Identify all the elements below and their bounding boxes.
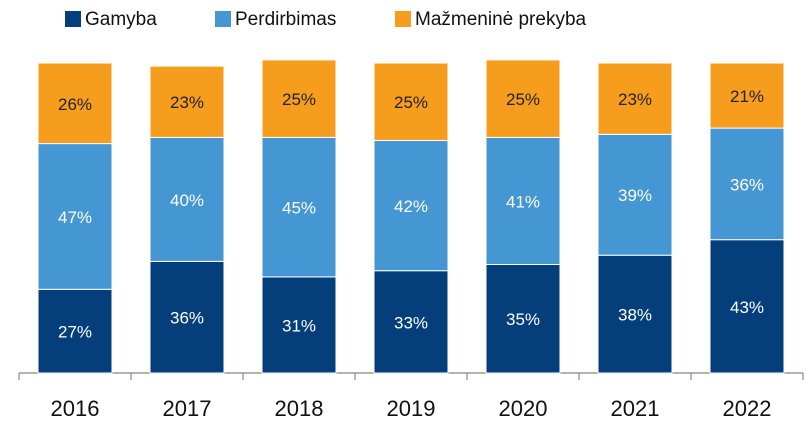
bar-segment: [597, 62, 673, 135]
value-label: 43%: [730, 298, 764, 317]
value-label: 21%: [730, 87, 764, 106]
legend-swatch: [215, 11, 231, 27]
legend-swatch: [395, 11, 411, 27]
value-label: 27%: [58, 323, 92, 342]
bar-segment: [37, 62, 113, 145]
bar-segment: [261, 59, 337, 138]
x-tick-label: 2017: [163, 396, 212, 421]
x-tick-label: 2020: [499, 396, 548, 421]
bar-segment: [709, 239, 785, 374]
value-label: 23%: [170, 93, 204, 112]
bar-segment: [37, 143, 113, 290]
bar-segment: [149, 260, 225, 374]
bar-segment: [597, 133, 673, 256]
value-label: 25%: [394, 93, 428, 112]
bar-segment: [485, 136, 561, 265]
bar-segment: [709, 62, 785, 129]
x-tick-label: 2022: [723, 396, 772, 421]
value-label: 35%: [506, 310, 540, 329]
bar-segment: [709, 127, 785, 241]
value-label: 38%: [618, 306, 652, 325]
bar-segment: [373, 270, 449, 374]
value-label: 36%: [170, 309, 204, 328]
value-label: 33%: [394, 313, 428, 332]
bar-segment: [261, 136, 337, 278]
bar-segment: [37, 288, 113, 374]
legend-label: Perdirbimas: [235, 9, 336, 30]
value-label: 25%: [282, 90, 316, 109]
legend-label: Mažmeninė prekyba: [415, 9, 587, 30]
bar-segment: [149, 136, 225, 262]
value-label: 45%: [282, 199, 316, 218]
bar-segment: [485, 264, 561, 374]
x-tick-label: 2018: [275, 396, 324, 421]
bar-segment: [485, 59, 561, 138]
bar-segment: [373, 62, 449, 141]
legend-label: Gamyba: [85, 9, 157, 30]
legend-swatch: [65, 11, 81, 27]
value-label: 39%: [618, 186, 652, 205]
bar-segment: [149, 65, 225, 138]
value-label: 41%: [506, 192, 540, 211]
value-label: 23%: [618, 90, 652, 109]
value-label: 26%: [58, 95, 92, 114]
x-tick-label: 2016: [51, 396, 100, 421]
bar-segment: [597, 254, 673, 374]
x-tick-label: 2019: [387, 396, 436, 421]
value-label: 42%: [394, 197, 428, 216]
value-label: 25%: [506, 90, 540, 109]
value-label: 47%: [58, 208, 92, 227]
value-label: 31%: [282, 316, 316, 335]
value-label: 40%: [170, 191, 204, 210]
x-tick-label: 2021: [611, 396, 660, 421]
value-label: 36%: [730, 175, 764, 194]
